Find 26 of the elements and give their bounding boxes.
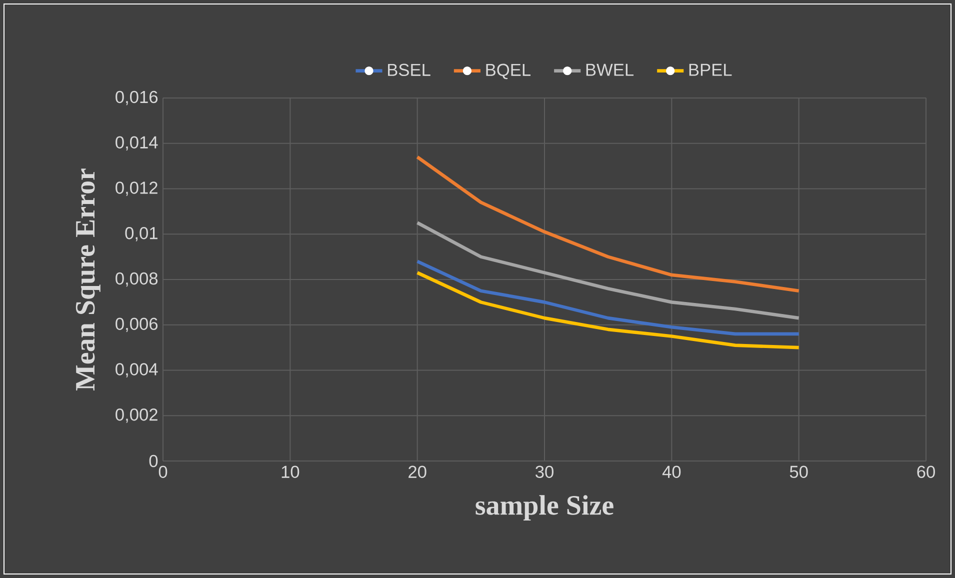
x-tick-label: 40	[662, 466, 681, 478]
x-tick-label: 50	[790, 466, 808, 478]
line-series	[416, 221, 801, 320]
y-tick-label: 0,004	[116, 363, 158, 378]
x-tick-label: 10	[282, 466, 300, 478]
legend-label: BPEL	[689, 64, 732, 76]
y-tick-label: 0	[149, 454, 158, 468]
y-tick-label: 0,016	[116, 90, 158, 106]
x-tick-label: 0	[158, 466, 168, 478]
legend-label: BQEL	[486, 64, 530, 80]
line-series	[416, 155, 801, 293]
y-tick-label: 0,002	[116, 408, 158, 423]
legend-label: BSEL	[388, 64, 430, 76]
x-tick-label: 60	[917, 466, 935, 478]
line-series	[416, 271, 801, 350]
x-tick-label: 30	[536, 466, 554, 478]
y-tick-label: 0,008	[116, 272, 158, 287]
line-series	[416, 260, 801, 336]
x-axis-title: sample Size	[476, 495, 614, 521]
legend-label: BWEL	[586, 64, 634, 76]
y-tick-label: 0,006	[116, 318, 158, 332]
y-tick-label: 0,014	[116, 136, 158, 151]
y-tick-label: 0,01	[125, 226, 158, 242]
y-tick-label: 0,012	[116, 182, 158, 196]
x-tick-label: 20	[408, 466, 426, 478]
y-axis-title: Mean Squre Error	[76, 168, 100, 390]
